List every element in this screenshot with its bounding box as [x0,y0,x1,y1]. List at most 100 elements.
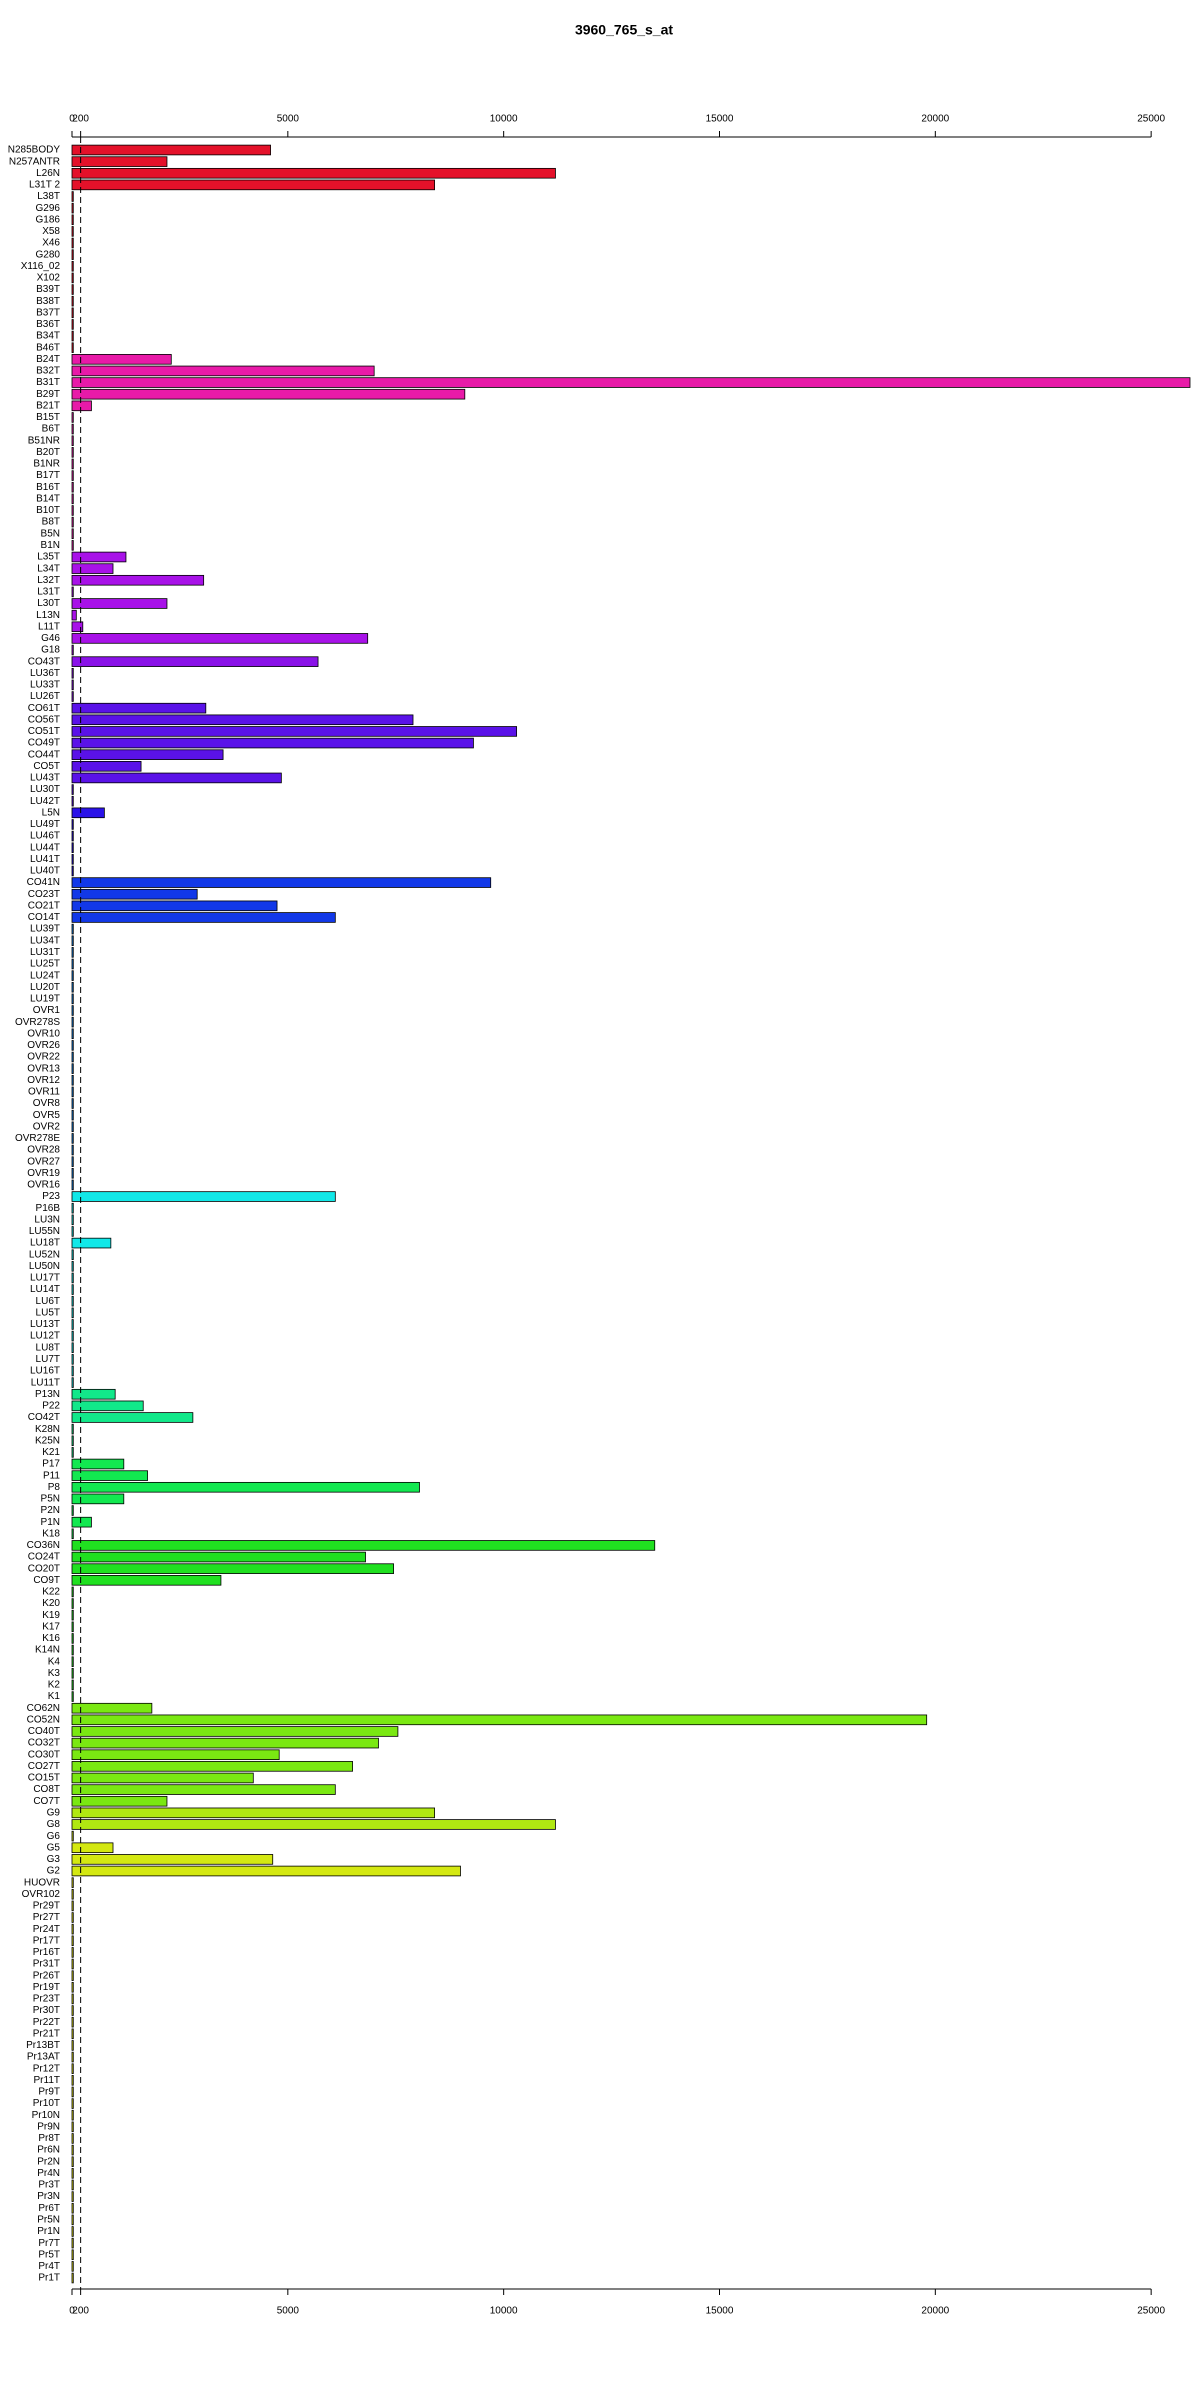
y-tick-label: X58 [42,226,60,237]
bar [71,1040,74,1051]
y-tick-label: B24T [36,354,60,365]
bar [71,481,74,493]
bar [71,1900,74,1912]
y-tick-label: G186 [36,214,61,225]
bar [71,574,205,586]
y-tick-label: LU24T [30,970,60,981]
bar [71,167,556,179]
y-tick-label: L11T [38,621,60,632]
bar [71,1435,74,1447]
y-tick-label: LU18T [30,1238,60,1249]
y-tick-label: B29T [36,389,60,400]
bar [71,156,168,167]
bar [71,144,271,156]
y-tick-label: CO51T [28,726,60,737]
y-tick-label: Pr5N [37,2214,60,2225]
bar [71,1377,74,1388]
bar [71,1656,74,1667]
y-tick-label: Pr4T [38,2261,60,2272]
y-tick-label: L34T [37,563,60,574]
y-tick-label: CO32T [28,1738,60,1749]
bar [71,2133,74,2144]
y-tick-label: LU41T [30,854,60,865]
x-tick-label: 200 [72,2306,89,2317]
y-tick-label: B15T [36,412,60,423]
bar [71,1563,394,1574]
bar [71,2075,74,2086]
x-tick-label: 20000 [921,2306,949,2317]
bar [71,1470,148,1481]
bar [71,1284,74,1295]
bar [71,1633,74,1644]
bar [71,1644,74,1656]
y-tick-label: K21 [42,1447,60,1458]
y-tick-label: P13N [35,1389,60,1400]
y-tick-label: P11 [43,1470,60,1481]
y-tick-label: CO49T [28,738,60,749]
bar [71,586,74,598]
bar [71,1679,74,1691]
bar [71,272,74,284]
y-tick-label: LU16T [30,1366,60,1377]
bar [71,2202,74,2214]
y-tick-label: B1N [41,540,60,551]
bar [71,656,319,667]
bar [71,1354,74,1365]
bar [71,981,74,993]
bar [71,1447,74,1458]
y-tick-label: K20 [42,1598,60,1609]
y-tick-label: LU44T [30,842,60,853]
bar [71,237,74,249]
y-tick-label: G296 [36,203,61,214]
bar [71,1830,74,1842]
bar [71,365,375,377]
y-tick-label: P8 [48,1482,61,1493]
bar [71,1819,556,1830]
chart-title: 3960_765_s_at [575,22,673,38]
y-tick-label: OVR10 [27,1028,60,1039]
bar [71,2179,74,2191]
y-tick-label: CO43T [28,656,60,667]
y-tick-label: K22 [42,1587,60,1598]
y-tick-label: B32T [36,366,60,377]
bar [71,2237,74,2249]
bar [71,1772,254,1784]
bar [71,1214,74,1226]
y-tick-label: B1NR [33,459,60,470]
y-tick-label: CO30T [28,1749,60,1760]
bar [71,958,74,970]
bar [71,551,127,563]
y-tick-label: LU49T [30,819,60,830]
y-tick-label: CO8T [33,1784,60,1795]
y-tick-label: X116_02 [21,261,61,272]
bar [71,2226,74,2237]
y-tick-label: OVR278S [15,1017,60,1028]
bar [71,447,74,458]
y-tick-label: LU12T [30,1331,60,1342]
x-tick-label: 10000 [490,114,518,125]
bar [71,1342,74,1354]
bar [71,563,114,574]
y-tick-label: Pr9N [37,2121,60,2132]
y-tick-label: LU25T [30,959,60,970]
y-tick-label: Pr29T [33,1901,60,1912]
bar [71,202,74,214]
y-tick-label: G8 [47,1819,61,1830]
y-tick-label: K14N [35,1645,60,1656]
y-tick-label: N257ANTR [9,156,60,167]
y-tick-label: LU8T [36,1342,60,1353]
bar [71,1795,168,1807]
y-tick-label: B37T [36,307,60,318]
y-tick-label: G18 [41,645,60,656]
bar [71,1098,74,1109]
bar [71,493,74,505]
y-tick-label: P2N [41,1505,60,1516]
x-tick-label: 10000 [490,2306,518,2317]
y-tick-label: OVR102 [22,1889,61,1900]
y-tick-label: K16 [42,1633,60,1644]
y-tick-label: LU20T [30,982,60,993]
bar [71,1516,92,1528]
bar [71,947,74,958]
y-tick-label: LU26T [30,691,60,702]
bar [71,749,224,760]
